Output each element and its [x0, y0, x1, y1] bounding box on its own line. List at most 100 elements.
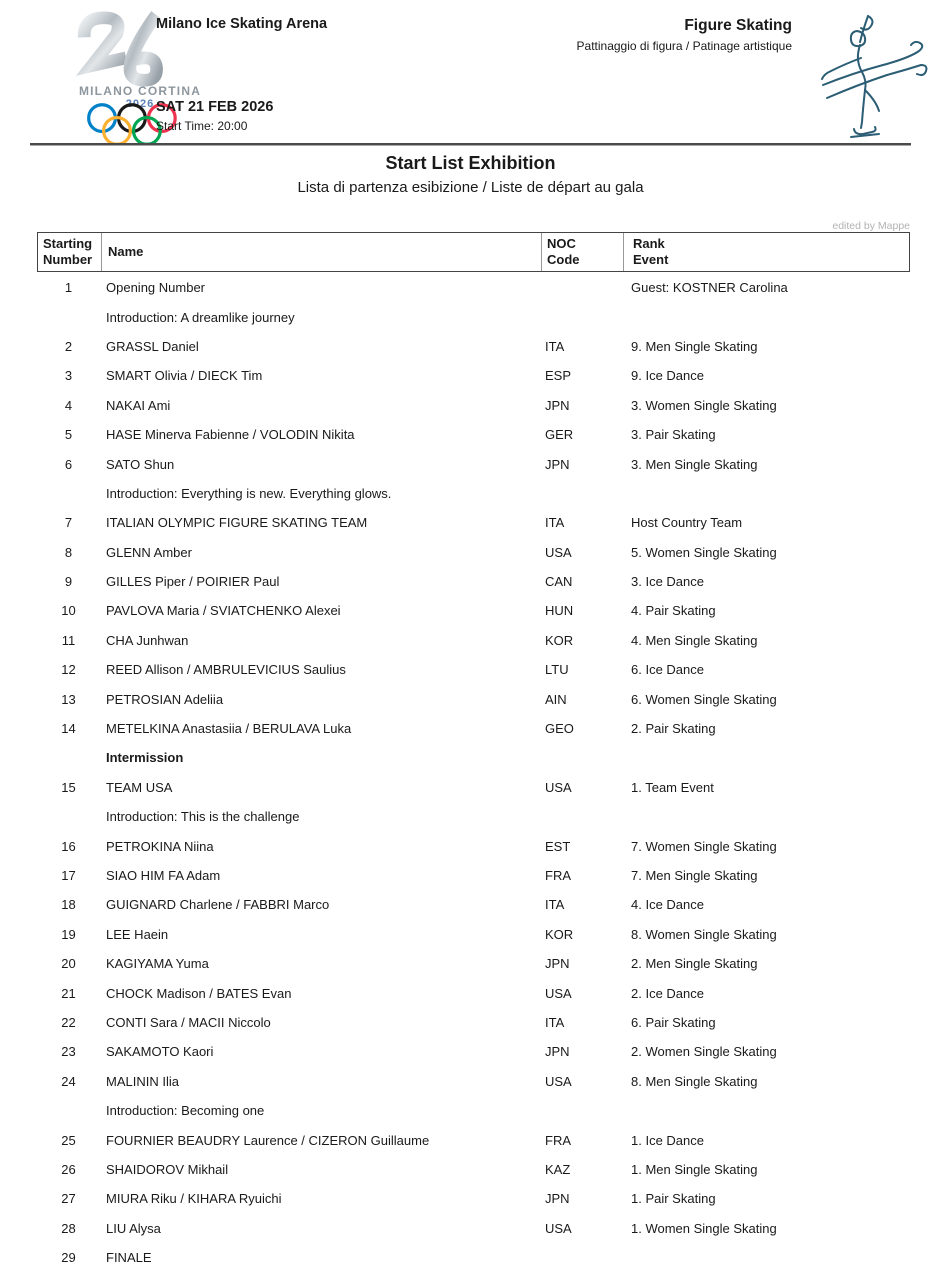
table-row: 5 HASE Minerva Fabienne / VOLODIN Nikita…	[37, 420, 910, 449]
table-row: 1 Opening Number Guest: KOSTNER Carolina	[37, 273, 910, 302]
figure-skater-icon	[821, 15, 928, 138]
row-name: MIURA Riku / KIHARA Ryuichi	[106, 1191, 282, 1207]
row-number: 4	[64, 397, 73, 413]
col-header-name: Name	[101, 233, 541, 271]
table-row: 11 CHA Junhwan KOR 4. Men Single Skating	[37, 626, 910, 655]
table-row: 9 GILLES Piper / POIRIER Paul CAN 3. Ice…	[37, 567, 910, 596]
table-row: 17 SIAO HIM FA Adam FRA 7. Men Single Sk…	[37, 861, 910, 890]
row-name: SHAIDOROV Mikhail	[106, 1161, 229, 1177]
row-name: LEE Haein	[106, 926, 169, 942]
row-number: 1	[64, 280, 73, 296]
row-rank: 3. Pair Skating	[631, 427, 716, 443]
row-rank: 3. Ice Dance	[631, 574, 704, 590]
row-name: ITALIAN OLYMPIC FIGURE SKATING TEAM	[106, 515, 368, 531]
col-header-noc-line1: NOC	[547, 236, 576, 251]
row-rank: 4. Ice Dance	[631, 897, 704, 913]
row-rank: 9. Ice Dance	[631, 368, 704, 384]
row-name: METELKINA Anastasiia / BERULAVA Luka	[106, 721, 352, 737]
row-number: 10	[61, 603, 76, 619]
row-noc: HUN	[545, 603, 574, 619]
row-name: MALININ Ilia	[106, 1073, 179, 1089]
row-number: 5	[64, 427, 73, 443]
edited-by-note: edited by Mappe	[832, 220, 910, 232]
table-row: 10 PAVLOVA Maria / SVIATCHENKO Alexei HU…	[37, 596, 910, 625]
col-header-name-label: Name	[108, 244, 144, 259]
row-number: 28	[61, 1220, 76, 1236]
table-row: 2 GRASSL Daniel ITA 9. Men Single Skatin…	[37, 332, 910, 361]
table-row: 25 FOURNIER BEAUDRY Laurence / CIZERON G…	[37, 1125, 910, 1154]
row-name: LIU Alysa	[106, 1220, 161, 1236]
row-rank: 2. Women Single Skating	[631, 1044, 777, 1060]
row-name: REED Allison / AMBRULEVICIUS Saulius	[106, 662, 346, 678]
row-number: 7	[64, 515, 73, 531]
row-noc: ITA	[545, 338, 565, 354]
row-number: 26	[61, 1161, 76, 1177]
row-rank: 4. Men Single Skating	[631, 632, 758, 648]
row-number: 21	[61, 985, 76, 1001]
row-name: Introduction: Becoming one	[106, 1103, 265, 1119]
col-header-starting-number: Starting Number	[38, 233, 101, 271]
col-header-rank-line1: Rank	[633, 236, 665, 251]
row-noc: KAZ	[545, 1161, 571, 1177]
row-number: 29	[61, 1250, 76, 1266]
table-row: 23 SAKAMOTO Kaori JPN 2. Women Single Sk…	[37, 1037, 910, 1066]
event-date: SAT 21 FEB 2026	[156, 99, 274, 115]
row-noc: USA	[545, 1220, 572, 1236]
row-rank: 2. Pair Skating	[631, 721, 716, 737]
col-header-rank-line2: Event	[633, 252, 669, 267]
row-noc: USA	[545, 985, 572, 1001]
col-header-starting-number-line2: Number	[43, 252, 93, 267]
table-row: 3 SMART Olivia / DIECK Tim ESP 9. Ice Da…	[37, 361, 910, 390]
row-noc: JPN	[545, 956, 570, 972]
row-number: 2	[64, 338, 73, 354]
row-rank: 1. Pair Skating	[631, 1191, 716, 1207]
table-row: 27 MIURA Riku / KIHARA Ryuichi JPN 1. Pa…	[37, 1184, 910, 1213]
row-name: PAVLOVA Maria / SVIATCHENKO Alexei	[106, 603, 341, 619]
row-number: 11	[61, 632, 76, 648]
row-number: 6	[64, 456, 73, 472]
table-row: Introduction: A dreamlike journey	[37, 302, 910, 331]
table-row: 7 ITALIAN OLYMPIC FIGURE SKATING TEAM IT…	[37, 508, 910, 537]
row-noc: ITA	[545, 1014, 565, 1030]
row-rank: 8. Women Single Skating	[631, 926, 777, 942]
row-name: SIAO HIM FA Adam	[106, 868, 221, 883]
row-rank: 4. Pair Skating	[631, 603, 716, 619]
row-noc: JPN	[545, 1191, 570, 1207]
row-rank: 6. Women Single Skating	[631, 691, 777, 707]
table-row: 6 SATO Shun JPN 3. Men Single Skating	[37, 449, 910, 478]
table-header: Starting Number Name NOC Code Rank Event	[37, 232, 910, 272]
row-rank: 1. Men Single Skating	[631, 1161, 758, 1177]
table-row: 28 LIU Alysa USA 1. Women Single Skating	[37, 1214, 910, 1243]
row-noc: GEO	[545, 721, 574, 737]
table-row: 22 CONTI Sara / MACII Niccolo ITA 6. Pai…	[37, 1008, 910, 1037]
row-number: 8	[64, 544, 73, 560]
row-noc: ESP	[545, 368, 572, 384]
row-rank: Guest: KOSTNER Carolina	[631, 280, 788, 296]
row-number: 20	[61, 956, 76, 972]
col-header-noc-code: NOC Code	[541, 233, 623, 271]
row-noc: CAN	[545, 574, 573, 590]
row-noc: AIN	[545, 691, 567, 707]
row-rank: 1. Women Single Skating	[631, 1220, 777, 1236]
row-rank: 8. Men Single Skating	[631, 1073, 758, 1089]
row-noc: LTU	[545, 662, 569, 678]
row-name: Intermission	[106, 750, 184, 766]
row-name: GILLES Piper / POIRIER Paul	[106, 574, 280, 590]
discipline-subtitle: Pattinaggio di figura / Patinage artisti…	[576, 39, 792, 53]
table-row: 16 PETROKINA Niina EST 7. Women Single S…	[37, 831, 910, 860]
row-name: TEAM USA	[106, 779, 173, 795]
row-rank: 7. Men Single Skating	[631, 868, 758, 883]
row-number: 13	[61, 691, 76, 707]
table-row: 20 KAGIYAMA Yuma JPN 2. Men Single Skati…	[37, 949, 910, 978]
table-row: 15 TEAM USA USA 1. Team Event	[37, 773, 910, 802]
table-row: 26 SHAIDOROV Mikhail KAZ 1. Men Single S…	[37, 1155, 910, 1184]
table-row: Intermission	[37, 743, 910, 772]
row-rank: 9. Men Single Skating	[631, 338, 758, 354]
col-header-rank-event: Rank Event	[623, 233, 909, 271]
row-name: SATO Shun	[106, 456, 175, 472]
table-row: 8 GLENN Amber USA 5. Women Single Skatin…	[37, 538, 910, 567]
row-rank: Host Country Team	[631, 515, 743, 531]
row-rank: 1. Ice Dance	[631, 1132, 704, 1148]
row-name: Introduction: This is the challenge	[106, 809, 300, 825]
